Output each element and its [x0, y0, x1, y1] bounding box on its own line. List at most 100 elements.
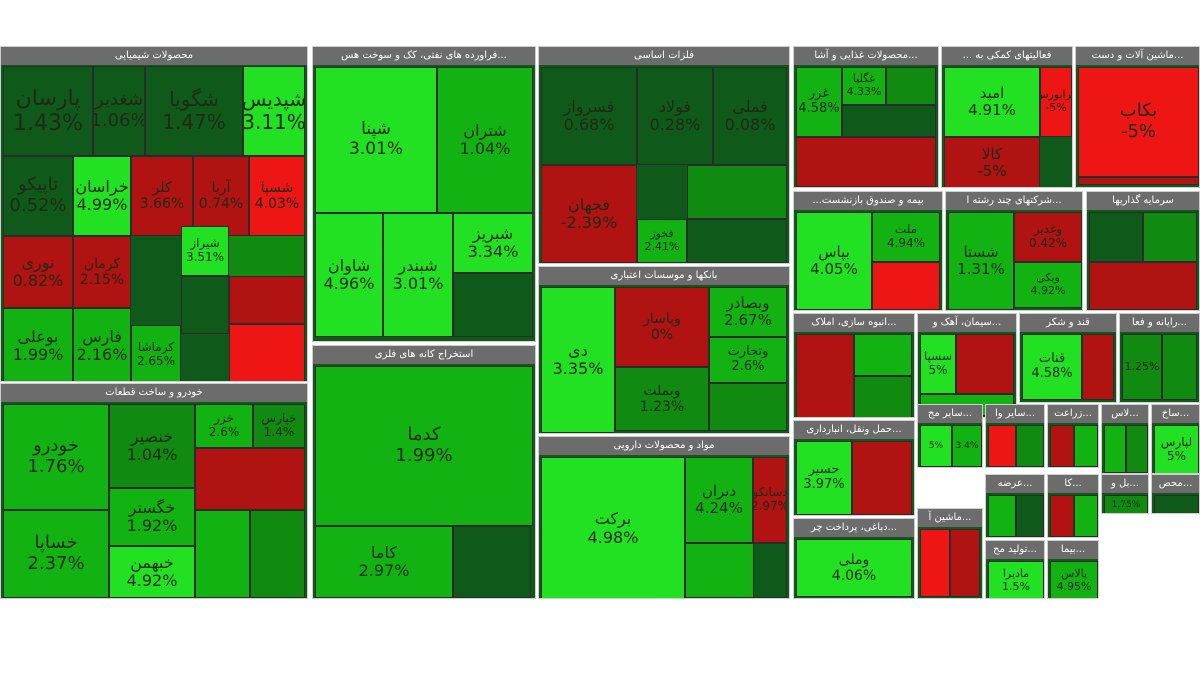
stock-tile[interactable]: فسرواز 0.68% [541, 67, 637, 165]
minor-tile [950, 529, 980, 597]
minor-tile [687, 165, 787, 219]
stock-symbol: خودرو [33, 435, 79, 457]
stock-tile[interactable]: خپارس 1.4% [253, 404, 305, 448]
sector-body: وملی 4.06% [794, 537, 914, 598]
stock-tile[interactable]: بوعلی 1.99% [3, 308, 73, 381]
stock-tile[interactable]: شبریز 3.34% [453, 213, 533, 273]
stock-symbol: حسیر [808, 462, 840, 478]
stock-change: 1.5% [1002, 579, 1030, 593]
stock-tile[interactable]: کالا -5% [944, 137, 1040, 187]
stock-tile[interactable]: وملی 4.06% [796, 539, 912, 597]
stock-tile[interactable]: شاوان 4.96% [315, 213, 383, 337]
stock-tile[interactable]: دی 3.35% [541, 287, 615, 433]
stock-tile[interactable]: کرمان 2.15% [73, 236, 131, 308]
stock-tile[interactable]: شپنا 3.01% [315, 67, 437, 213]
stock-tile[interactable]: امید 4.91% [944, 67, 1040, 137]
stock-tile[interactable]: بپاس 4.05% [796, 212, 872, 310]
stock-tile[interactable]: خنصیر 1.04% [109, 404, 195, 488]
minor-tile [948, 310, 1082, 311]
sector-title: ...انبوه سازی، املاک [794, 314, 914, 332]
stock-tile[interactable]: فرابورس-5% [1040, 67, 1072, 137]
stock-tile[interactable]: کاما 2.97% [315, 526, 453, 598]
stock-tile[interactable]: پارسان 1.43% [3, 66, 93, 156]
minor-tile [1016, 495, 1044, 537]
stock-tile[interactable]: شتران 1.04% [437, 67, 533, 213]
stock-tile[interactable]: فارس 2.16% [73, 308, 131, 381]
stock-tile[interactable]: لپارس 5% [1154, 425, 1199, 473]
stock-tile[interactable]: تاپیکو 0.52% [3, 156, 73, 236]
stock-tile[interactable]: شسپا 4.03% [249, 156, 305, 236]
stock-tile[interactable]: وبصادر 2.67% [709, 287, 787, 337]
stock-tile[interactable]: شبندر 3.01% [383, 213, 453, 337]
stock-tile[interactable]: سسپا 5% [920, 334, 956, 394]
sector-title: ...سایر وا [986, 405, 1044, 423]
stock-tile[interactable]: خودرو 1.76% [3, 404, 109, 510]
stock-tile[interactable]: مادیرا 1.5% [988, 561, 1044, 598]
stock-tile[interactable]: خگستر 1.92% [109, 488, 195, 546]
stock-change: 0.42% [1028, 236, 1068, 250]
stock-tile[interactable]: خزر 2.6% [195, 404, 253, 448]
stock-tile[interactable]: غگلپا 4.33% [842, 67, 886, 105]
sector-box: ...سایر وا [985, 404, 1045, 468]
stock-symbol: وبصادر [726, 293, 770, 312]
stock-tile[interactable]: پالاس 4.95% [1050, 561, 1098, 598]
stock-symbol: شپنا [361, 119, 391, 140]
stock-change: 1.25% [1124, 359, 1160, 373]
minor-tile [453, 526, 531, 598]
stock-symbol: پالاس [1060, 566, 1088, 580]
stock-tile[interactable]: وبملت 1.23% [615, 367, 709, 431]
sector-body: شستا 1.31% وغدیر 0.42% وبکی 4.92% [946, 210, 1082, 310]
stock-change: 3.51% [185, 250, 225, 264]
stock-change: 2.41% [644, 240, 680, 253]
stock-tile[interactable]: خساپا 2.37% [3, 510, 109, 598]
stock-change: 1.23% [639, 399, 685, 415]
stock-change: 4.24% [695, 499, 743, 517]
stock-tile[interactable]: وپاسار 0% [615, 287, 709, 367]
stock-tile[interactable]: نوری 0.82% [3, 236, 73, 308]
stock-tile[interactable]: وغدیر 0.42% [1014, 212, 1082, 262]
minor-tile [229, 324, 305, 381]
stock-tile[interactable]: دبران 4.24% [685, 457, 753, 543]
sector-title: ...زراعت [1048, 405, 1098, 423]
minor-tile [753, 543, 787, 598]
stock-tile[interactable]: خبهمن 4.92% [109, 546, 195, 598]
stock-tile[interactable]: 1.75% [1104, 495, 1148, 513]
stock-tile[interactable]: فملی 0.08% [713, 67, 787, 165]
stock-tile[interactable]: آریا 0.74% [193, 156, 249, 236]
minor-tile [195, 448, 305, 510]
stock-tile[interactable]: شغدیر 1.06% [93, 66, 145, 156]
stock-change: 4.92% [1030, 284, 1066, 297]
stock-tile[interactable]: شپدیس 3.11% [243, 66, 305, 156]
sector-body [1087, 210, 1199, 310]
stock-tile[interactable]: دسانکو2.97% [753, 457, 787, 543]
stock-tile[interactable]: وتجارت 2.6% [709, 337, 787, 383]
stock-tile[interactable]: فخوز 2.41% [637, 219, 687, 263]
sector-title: فلزات اساسی [539, 47, 789, 65]
stock-tile[interactable]: ملت 4.94% [872, 212, 940, 262]
stock-tile[interactable]: قنات 4.58% [1022, 334, 1082, 400]
stock-tile[interactable]: غزر 4.58% [796, 67, 842, 137]
stock-tile[interactable]: شیراز 3.51% [181, 226, 229, 276]
stock-change: 1.47% [162, 110, 226, 134]
stock-tile[interactable]: کلر 3.66% [131, 156, 193, 236]
stock-symbol: فجهان [568, 194, 610, 214]
stock-tile[interactable]: برکت 4.98% [541, 457, 685, 598]
stock-tile[interactable]: 5% [920, 425, 952, 467]
stock-symbol: شبندر [398, 255, 438, 275]
stock-tile[interactable]: شستا 1.31% [948, 212, 1014, 310]
stock-tile[interactable]: بکاب -5% [1078, 67, 1199, 177]
stock-tile[interactable]: 3.4% [952, 425, 982, 467]
stock-tile[interactable]: فولاد 0.28% [637, 67, 713, 165]
stock-symbol: شسپا [260, 179, 294, 196]
stock-tile[interactable]: کرماشا 2.65% [131, 325, 181, 381]
minor-tile [709, 383, 787, 431]
stock-tile[interactable]: حسیر 3.97% [796, 441, 852, 515]
stock-tile[interactable]: کدما 1.99% [315, 366, 533, 526]
stock-tile[interactable]: خراسان 4.99% [73, 156, 131, 236]
stock-tile[interactable]: وبکی 4.92% [1014, 262, 1082, 308]
sector-box: محصولات شیمیایی پارسان 1.43% شغدیر 1.06% شگوی… [0, 46, 308, 382]
stock-tile[interactable]: شگویا 1.47% [145, 66, 243, 156]
stock-tile[interactable]: فجهان -2.39% [541, 165, 637, 263]
stock-tile[interactable]: 1.25% [1122, 334, 1162, 400]
